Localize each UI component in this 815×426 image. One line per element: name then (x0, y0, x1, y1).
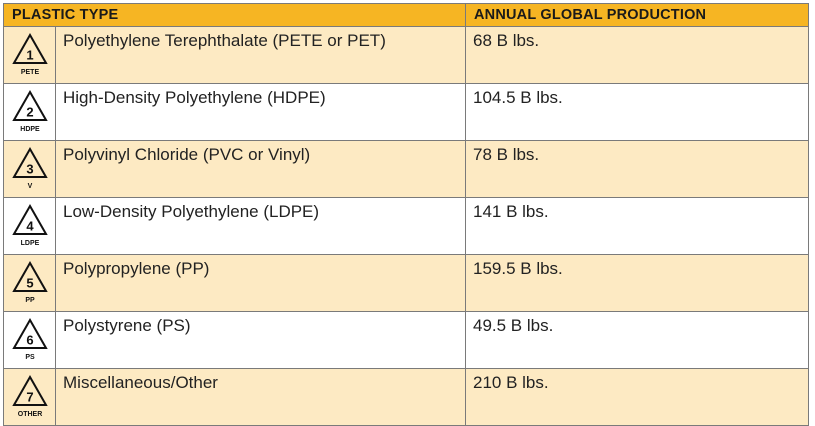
recycle-code-abbr: LDPE (20, 240, 39, 247)
plastic-name: Polystyrene (PS) (55, 311, 466, 369)
recycle-code-number: 3 (26, 162, 33, 177)
table-row: 2 HDPE High-Density Polyethylene (HDPE) … (3, 83, 809, 141)
recycling-triangle-icon: 7 OTHER (11, 374, 48, 418)
recycling-triangle-icon: 5 PP (11, 260, 48, 304)
header-plastic-type: PLASTIC TYPE (3, 3, 466, 27)
plastic-name: Low-Density Polyethylene (LDPE) (55, 197, 466, 255)
recycle-code-number: 1 (26, 48, 33, 63)
header-row: PLASTIC TYPE ANNUAL GLOBAL PRODUCTION (3, 3, 809, 27)
annual-production: 159.5 B lbs. (465, 254, 809, 312)
recycle-code-number: 6 (26, 333, 33, 348)
recycle-code-abbr: OTHER (17, 411, 42, 418)
table-row: 3 V Polyvinyl Chloride (PVC or Vinyl) 78… (3, 140, 809, 198)
recycling-triangle-icon: 4 LDPE (11, 203, 48, 247)
recycle-code-abbr: PETE (20, 69, 39, 76)
table-row: 1 PETE Polyethylene Terephthalate (PETE … (3, 26, 809, 84)
annual-production: 78 B lbs. (465, 140, 809, 198)
recycle-code-abbr: HDPE (20, 126, 40, 133)
annual-production: 210 B lbs. (465, 368, 809, 426)
recycle-code-cell: 5 PP (3, 254, 56, 312)
annual-production: 68 B lbs. (465, 26, 809, 84)
header-annual-production: ANNUAL GLOBAL PRODUCTION (465, 3, 809, 27)
plastics-table: PLASTIC TYPE ANNUAL GLOBAL PRODUCTION 1 … (3, 3, 809, 426)
recycling-triangle-icon: 2 HDPE (11, 89, 48, 133)
annual-production: 104.5 B lbs. (465, 83, 809, 141)
recycle-code-number: 5 (26, 276, 33, 291)
recycle-code-cell: 6 PS (3, 311, 56, 369)
recycling-triangle-icon: 6 PS (11, 317, 48, 361)
plastic-name: Polyethylene Terephthalate (PETE or PET) (55, 26, 466, 84)
recycling-triangle-icon: 3 V (11, 146, 48, 190)
table-row: 6 PS Polystyrene (PS) 49.5 B lbs. (3, 311, 809, 369)
plastic-name: Polyvinyl Chloride (PVC or Vinyl) (55, 140, 466, 198)
recycling-triangle-icon: 1 PETE (11, 32, 48, 76)
table-row: 5 PP Polypropylene (PP) 159.5 B lbs. (3, 254, 809, 312)
recycle-code-abbr: PP (25, 297, 35, 304)
recycle-code-cell: 3 V (3, 140, 56, 198)
recycle-code-cell: 4 LDPE (3, 197, 56, 255)
recycle-code-cell: 1 PETE (3, 26, 56, 84)
recycle-code-cell: 7 OTHER (3, 368, 56, 426)
recycle-code-abbr: PS (25, 354, 35, 361)
recycle-code-number: 2 (26, 105, 33, 120)
plastic-name: High-Density Polyethylene (HDPE) (55, 83, 466, 141)
plastic-name: Polypropylene (PP) (55, 254, 466, 312)
table-row: 7 OTHER Miscellaneous/Other 210 B lbs. (3, 368, 809, 426)
plastic-name: Miscellaneous/Other (55, 368, 466, 426)
annual-production: 141 B lbs. (465, 197, 809, 255)
table-row: 4 LDPE Low-Density Polyethylene (LDPE) 1… (3, 197, 809, 255)
annual-production: 49.5 B lbs. (465, 311, 809, 369)
recycle-code-abbr: V (27, 183, 32, 190)
recycle-code-number: 7 (26, 390, 33, 405)
recycle-code-cell: 2 HDPE (3, 83, 56, 141)
recycle-code-number: 4 (26, 219, 34, 234)
